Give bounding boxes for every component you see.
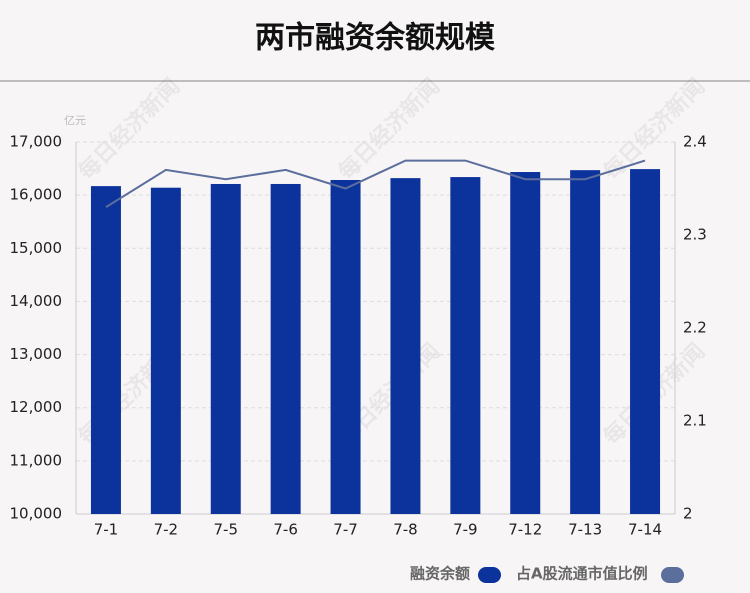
y2-tick-label: 2 (683, 505, 693, 523)
y-tick-label: 15,000 (10, 239, 63, 257)
x-tick-label: 7-6 (273, 521, 298, 539)
x-tick-label: 7-8 (393, 521, 418, 539)
bar (330, 179, 361, 515)
bar (390, 178, 421, 514)
y-tick-label: 17,000 (10, 133, 63, 151)
legend-label: 融资余额 (410, 565, 470, 583)
legend-swatch (661, 567, 684, 583)
y-tick-label: 14,000 (10, 292, 63, 310)
y2-tick-label: 2.3 (683, 226, 707, 244)
legend-swatch (478, 567, 501, 583)
y-tick-label: 10,000 (10, 505, 63, 523)
bar (510, 172, 541, 515)
y2-tick-label: 2.4 (683, 133, 707, 151)
y-tick-label: 13,000 (10, 345, 63, 363)
bar (570, 170, 601, 514)
x-tick-label: 7-5 (214, 521, 239, 539)
y2-tick-label: 2.2 (683, 319, 707, 337)
y-tick-label: 12,000 (10, 398, 63, 416)
bar (630, 169, 661, 515)
bar (210, 183, 241, 515)
y2-tick-label: 2.1 (683, 412, 707, 430)
x-tick-label: 7-9 (453, 521, 478, 539)
y-tick-label: 11,000 (10, 451, 63, 469)
y-tick-label: 16,000 (10, 186, 63, 204)
bar (150, 187, 181, 514)
bar (450, 177, 481, 514)
bar (90, 186, 121, 514)
x-tick-label: 7-12 (508, 521, 542, 539)
x-tick-label: 7-1 (94, 521, 119, 539)
x-tick-label: 7-14 (628, 521, 662, 539)
bar (270, 183, 301, 515)
x-tick-label: 7-7 (333, 521, 358, 539)
line-series (105, 159, 646, 208)
y-unit: 亿元 (64, 114, 86, 127)
x-tick-label: 7-13 (568, 521, 602, 539)
chart-title: 两市融资余额规模 (255, 21, 495, 56)
x-tick-label: 7-2 (154, 521, 179, 539)
legend-label: 占A股流通市值比例 (516, 565, 648, 583)
